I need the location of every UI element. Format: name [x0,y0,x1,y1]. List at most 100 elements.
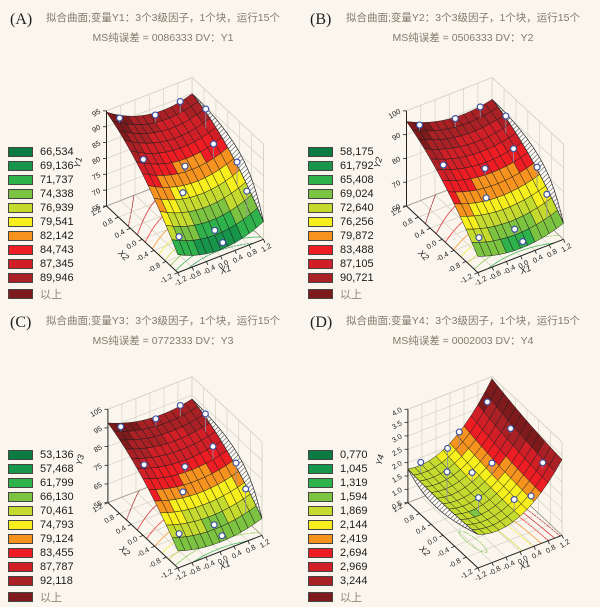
legend-swatch [308,478,333,488]
legend-swatch [308,175,333,185]
x2-tick-label: 0.8 [101,216,114,229]
data-point-marker [439,161,447,169]
legend-swatch [308,520,333,530]
data-point-marker [209,443,217,451]
x2-tick-label: 0.4 [413,227,426,240]
legend-value: 79,872 [340,230,374,242]
data-point-marker [202,105,210,113]
legend-value: 74,338 [40,188,74,200]
data-point-marker [181,463,189,471]
z-tick-label: 65 [92,480,104,492]
legend-swatch [8,273,33,283]
data-point-marker [233,158,241,166]
legend-swatch [308,548,333,558]
data-point-marker [451,115,459,123]
legend-value: 1,045 [340,463,368,475]
legend-row: 2,144 [308,519,368,531]
legend-swatch [308,147,333,157]
x1-tick-label: 0.8 [544,542,557,555]
legend-row: 2,694 [308,547,368,559]
x2-tick-label: 0.4 [114,523,127,536]
x2-tick-label: -0.8 [147,556,162,570]
legend-swatch [8,147,33,157]
color-scale-legend: 58,175 61,792 65,408 69,024 72,640 76,256 79,8… [308,146,374,304]
x1-tick-label: 0.8 [245,247,258,260]
legend-row: 70,461 [8,505,74,517]
legend-row: 1,045 [308,463,368,475]
legend-row: 69,024 [308,188,374,200]
x1-tick-label: 0.0 [517,258,530,271]
data-point-marker [417,458,425,466]
legend-value: 87,105 [340,258,374,270]
data-point-marker [209,140,218,148]
color-scale-legend: 66,534 69,136 71,737 74,338 76,939 79,541 82,1… [8,146,74,304]
legend-swatch [308,189,333,199]
legend-value: 2,419 [340,533,368,545]
legend-value: 83,488 [340,244,374,256]
data-point-marker [181,162,189,170]
legend-row: 1,869 [308,505,368,517]
z-tick-label: 75 [92,461,104,473]
panel-a-title: 拟合曲面;变量Y1：3个3级因子，1个块，运行15个 [46,12,280,24]
legend-value: 87,345 [40,258,74,270]
x1-tick-label: -0.8 [487,564,502,578]
x2-tick-label: -0.4 [135,545,150,559]
x1-tick-label: 0.4 [231,252,244,265]
surface-plot-y1: 65707580859095-1.2-0.8-0.40.00.40.81.2-1… [72,77,273,288]
x1-tick-label: 0.0 [217,258,230,271]
panel-a-subtitle: MS纯误差 = 0086333 DV：Y1 [92,31,234,44]
legend-swatch [8,562,33,572]
legend-row: 84,743 [8,244,74,256]
z-tick-label: 85 [90,139,102,151]
legend-swatch [8,520,33,530]
panel-b-subtitle: MS纯误差 = 0506333 DV：Y2 [392,31,534,44]
z-axis-title: Y3 [74,453,86,466]
panel-c-title: 拟合曲面;变量Y3：3个3级因子，1个块，运行15个 [46,315,280,327]
legend-swatch [308,592,333,602]
legend-swatch [8,289,33,299]
data-point-marker [539,459,547,467]
legend-value: 71,737 [40,174,74,186]
legend-row: 83,488 [308,244,374,256]
legend-row: 65,408 [308,174,374,186]
legend-row: 53,136 [8,449,74,461]
x1-tick-label: -0.4 [201,558,216,572]
data-point-marker [502,112,510,120]
legend-swatch [308,203,333,213]
x1-tick-label: 0.0 [516,553,529,566]
x1-tick-label: -1.2 [173,569,188,583]
z-tick-label: 2.0 [390,459,403,472]
z-tick-label: 75 [90,170,102,182]
legend-row: 72,640 [308,202,374,214]
data-point-marker [481,164,489,173]
legend-value: 70,461 [40,505,74,517]
legend-swatch [8,161,33,171]
legend-value: 65,408 [340,174,374,186]
x2-tick-label: 0.0 [425,238,438,251]
panel-a: (A) 拟合曲面;变量Y1：3个3级因子，1个块，运行15个 MS纯误差 = 0… [0,0,300,303]
legend-value: 3,244 [340,575,368,587]
surface-plot-y3: 5565758595105-1.2-0.8-0.40.00.40.81.2-1.… [74,376,271,583]
x1-tick-label: -0.4 [201,263,217,277]
x2-tick-label: -0.4 [135,249,151,263]
fold-underside [191,93,264,222]
legend-swatch [308,289,333,299]
x1-tick-label: 1.2 [258,537,271,550]
data-point-marker [139,155,147,164]
legend-swatch [8,203,33,213]
legend-value: 79,541 [40,216,74,228]
legend-row: 1,594 [308,491,368,503]
panel-label-b: (B) [310,11,332,28]
legend-row: 以上 [8,589,74,605]
data-point-marker [543,190,551,198]
color-scale-legend: 0,770 1,045 1,319 1,594 1,869 2,144 2,419 2,694… [308,449,368,607]
color-scale-legend: 53,136 57,468 61,799 66,130 70,461 74,793 79,1… [8,449,74,607]
legend-value: 79,124 [40,533,74,545]
legend-swatch [308,562,333,572]
legend-value: 89,946 [40,272,74,284]
data-point-marker [507,425,515,433]
data-points [115,97,251,247]
data-point-marker [509,145,518,153]
x1-tick-label: -1.2 [473,569,488,583]
x1-tick-label: -1.2 [173,274,189,288]
